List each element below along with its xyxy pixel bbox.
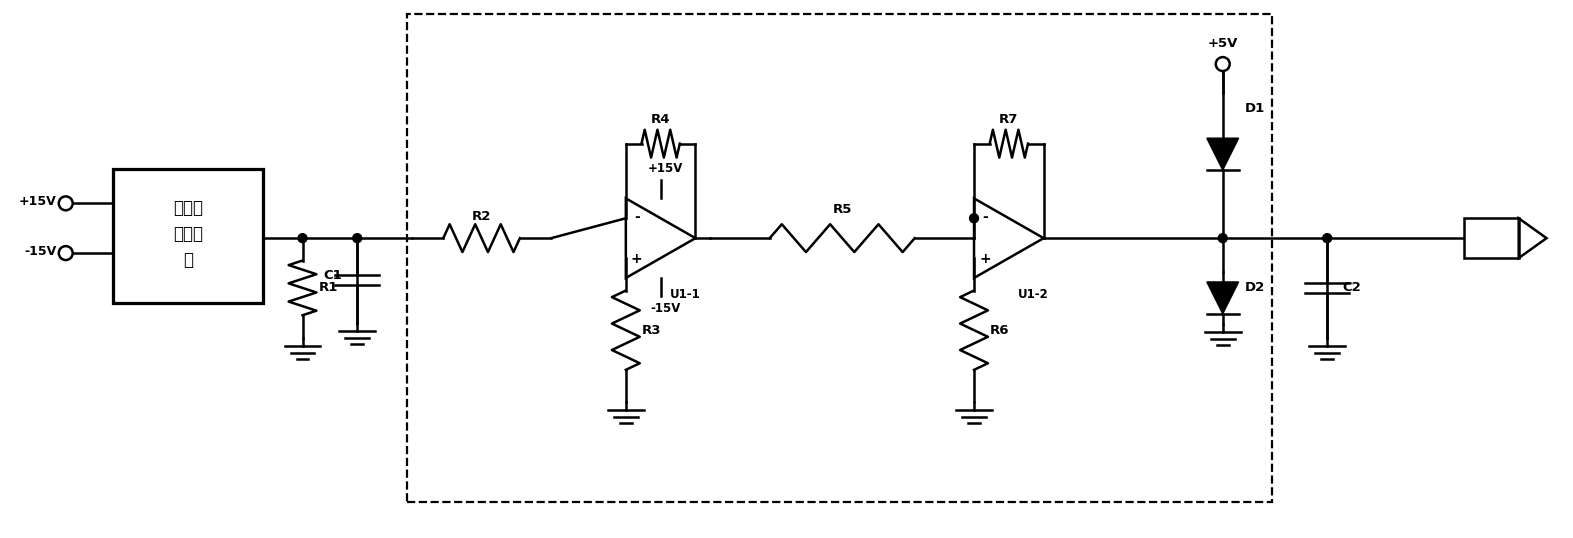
Polygon shape	[1206, 282, 1238, 314]
Text: DI: DI	[1483, 232, 1499, 245]
Text: -: -	[982, 210, 988, 224]
Text: +15V: +15V	[19, 195, 57, 208]
Text: R6: R6	[989, 324, 1010, 337]
Text: +: +	[631, 252, 643, 266]
Text: D1: D1	[1244, 102, 1265, 115]
Text: 器: 器	[182, 251, 193, 268]
Text: U1-1: U1-1	[670, 288, 702, 301]
Text: -: -	[634, 210, 640, 224]
Text: -15V: -15V	[25, 245, 57, 258]
Circle shape	[1218, 233, 1227, 243]
Text: R2: R2	[472, 210, 491, 223]
Text: R7: R7	[999, 113, 1019, 126]
Text: R4: R4	[651, 113, 670, 126]
FancyBboxPatch shape	[113, 168, 263, 303]
Text: +: +	[978, 252, 991, 266]
Text: C2: C2	[1342, 281, 1361, 294]
Text: R3: R3	[642, 324, 661, 337]
Polygon shape	[1206, 138, 1238, 170]
Circle shape	[297, 233, 307, 243]
Circle shape	[352, 233, 362, 243]
Circle shape	[969, 214, 978, 223]
Text: 尔传感: 尔传感	[173, 225, 203, 243]
Text: R5: R5	[832, 203, 853, 216]
Text: R1: R1	[318, 281, 338, 294]
FancyBboxPatch shape	[1464, 218, 1518, 258]
Text: U1-2: U1-2	[1018, 288, 1049, 301]
Circle shape	[1323, 233, 1332, 243]
Text: 电流霍: 电流霍	[173, 199, 203, 217]
Text: C1: C1	[324, 269, 343, 282]
Text: +15V: +15V	[648, 162, 683, 175]
Text: +5V: +5V	[1208, 37, 1238, 50]
Text: -15V: -15V	[651, 302, 681, 315]
Text: D2: D2	[1244, 281, 1265, 294]
